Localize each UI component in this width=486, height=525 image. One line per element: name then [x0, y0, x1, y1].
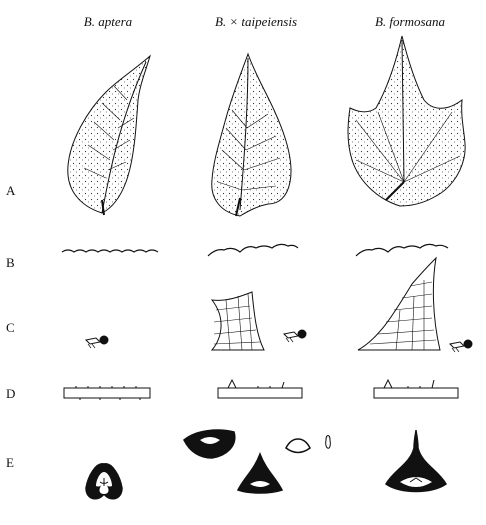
- trichome-aptera: [86, 336, 108, 348]
- leaf-formosana: [348, 36, 465, 206]
- column-header-hybrid: B. × taipeiensis: [214, 14, 298, 29]
- section-formosana: [374, 380, 458, 398]
- margin-formosana: [356, 244, 448, 256]
- row-label-b: B: [6, 255, 15, 270]
- trichome-formosana: [358, 258, 472, 352]
- section-aptera: [64, 386, 150, 400]
- fruit-formosana: [386, 430, 446, 492]
- column-header-formosana: B. formosana: [374, 14, 446, 29]
- row-label-e: E: [6, 455, 14, 470]
- margin-hybrid: [208, 244, 298, 256]
- row-label-a: A: [6, 183, 16, 198]
- margin-aptera: [62, 250, 158, 252]
- leaf-hybrid: [212, 54, 291, 216]
- section-hybrid: [218, 380, 302, 398]
- fruit-hybrid: [184, 430, 330, 493]
- row-label-c: C: [6, 320, 15, 335]
- fruit-aptera: [86, 464, 122, 499]
- column-header-aptera: B. aptera: [83, 14, 133, 29]
- leaf-aptera: [68, 56, 150, 215]
- trichome-hybrid: [212, 292, 306, 350]
- row-label-d: D: [6, 386, 16, 401]
